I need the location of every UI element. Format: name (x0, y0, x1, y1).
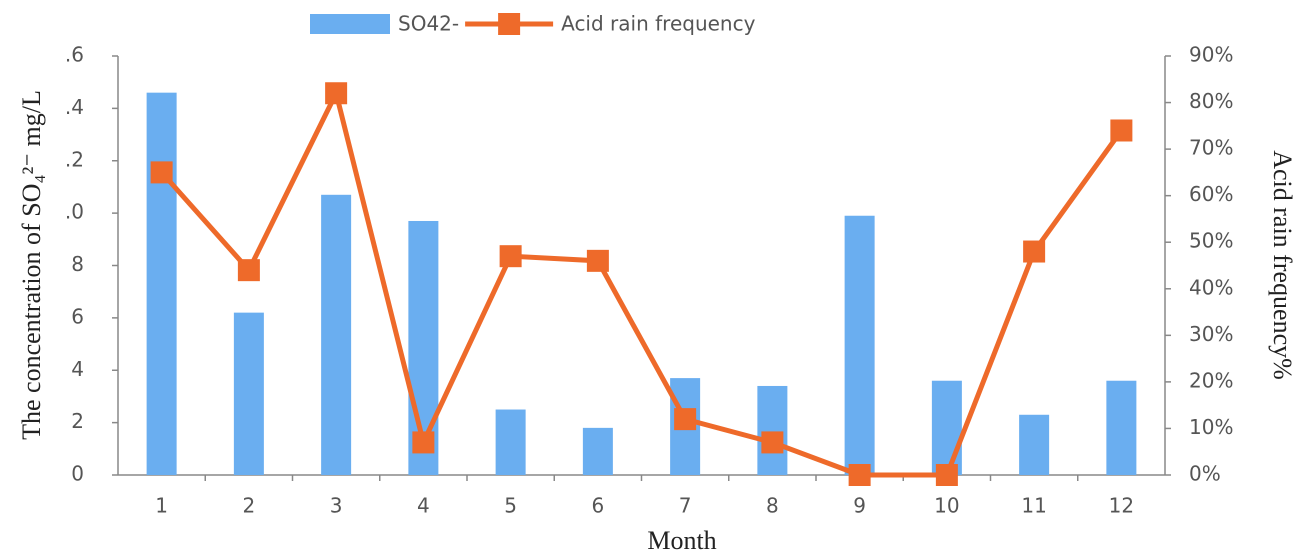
bar (495, 409, 526, 475)
y2-tick-label: 0% (1189, 462, 1221, 486)
marker (586, 249, 609, 272)
x-tick-label: 5 (504, 494, 517, 518)
y2-tick-label: 10% (1189, 415, 1233, 439)
x-tick-label: 1 (155, 494, 168, 518)
bar (233, 312, 264, 475)
y2-tick-label: 20% (1189, 368, 1233, 392)
bar (1106, 380, 1137, 475)
marker (1023, 240, 1046, 263)
bar (844, 215, 875, 475)
y-axis-title: The concentration of SO₄²⁻ mg/L (17, 90, 46, 440)
legend-swatch (498, 13, 521, 35)
marker (150, 161, 173, 184)
y2-tick-label: 40% (1189, 275, 1233, 299)
y2-tick-label: 70% (1189, 136, 1233, 160)
bar (1019, 414, 1050, 475)
y2-tick-label: 60% (1189, 182, 1233, 206)
y2-tick-label: 30% (1189, 322, 1233, 346)
x-tick-label: 8 (766, 494, 779, 518)
y-tick-label: 4 (71, 357, 84, 381)
y2-tick-label: 80% (1189, 89, 1233, 113)
x-axis-title: Month (647, 526, 716, 555)
y-tick-label: .0 (65, 200, 84, 224)
y2-tick-label: 50% (1189, 229, 1233, 253)
marker (1110, 119, 1133, 142)
y-tick-label: .6 (65, 43, 84, 67)
marker (237, 259, 260, 282)
bar (321, 194, 352, 475)
marker (935, 464, 958, 486)
y2-tick-label: 90% (1189, 43, 1233, 67)
line (159, 86, 1124, 478)
bar (582, 427, 613, 475)
y-tick-label: 2 (71, 409, 84, 433)
bar (931, 380, 962, 475)
legend-label: SO42- (398, 12, 459, 36)
legend-swatch (310, 14, 390, 34)
x-tick-label: 10 (934, 494, 959, 518)
x-tick-label: 7 (679, 494, 692, 518)
marker (499, 245, 522, 268)
marker (761, 431, 784, 454)
y2-axis-title: Acid rain frequency% (1268, 150, 1297, 380)
bar (757, 385, 788, 475)
x-tick-label: 2 (243, 494, 256, 518)
x-tick-label: 4 (417, 494, 430, 518)
y-tick-label: .4 (65, 95, 84, 119)
x-tick-label: 12 (1109, 494, 1134, 518)
y-tick-label: 6 (71, 304, 84, 328)
marker (674, 408, 697, 431)
y-tick-label: .2 (65, 147, 84, 171)
x-tick-label: 6 (592, 494, 605, 518)
x-tick-label: 3 (330, 494, 343, 518)
bar (146, 92, 177, 475)
marker (848, 464, 871, 486)
marker (325, 82, 348, 105)
x-tick-label: 9 (853, 494, 866, 518)
legend-label: Acid rain frequency (561, 12, 755, 36)
marker (412, 431, 435, 454)
y-tick-label: 8 (71, 252, 84, 276)
x-tick-label: 11 (1021, 494, 1046, 518)
y-tick-label: 0 (71, 462, 84, 486)
